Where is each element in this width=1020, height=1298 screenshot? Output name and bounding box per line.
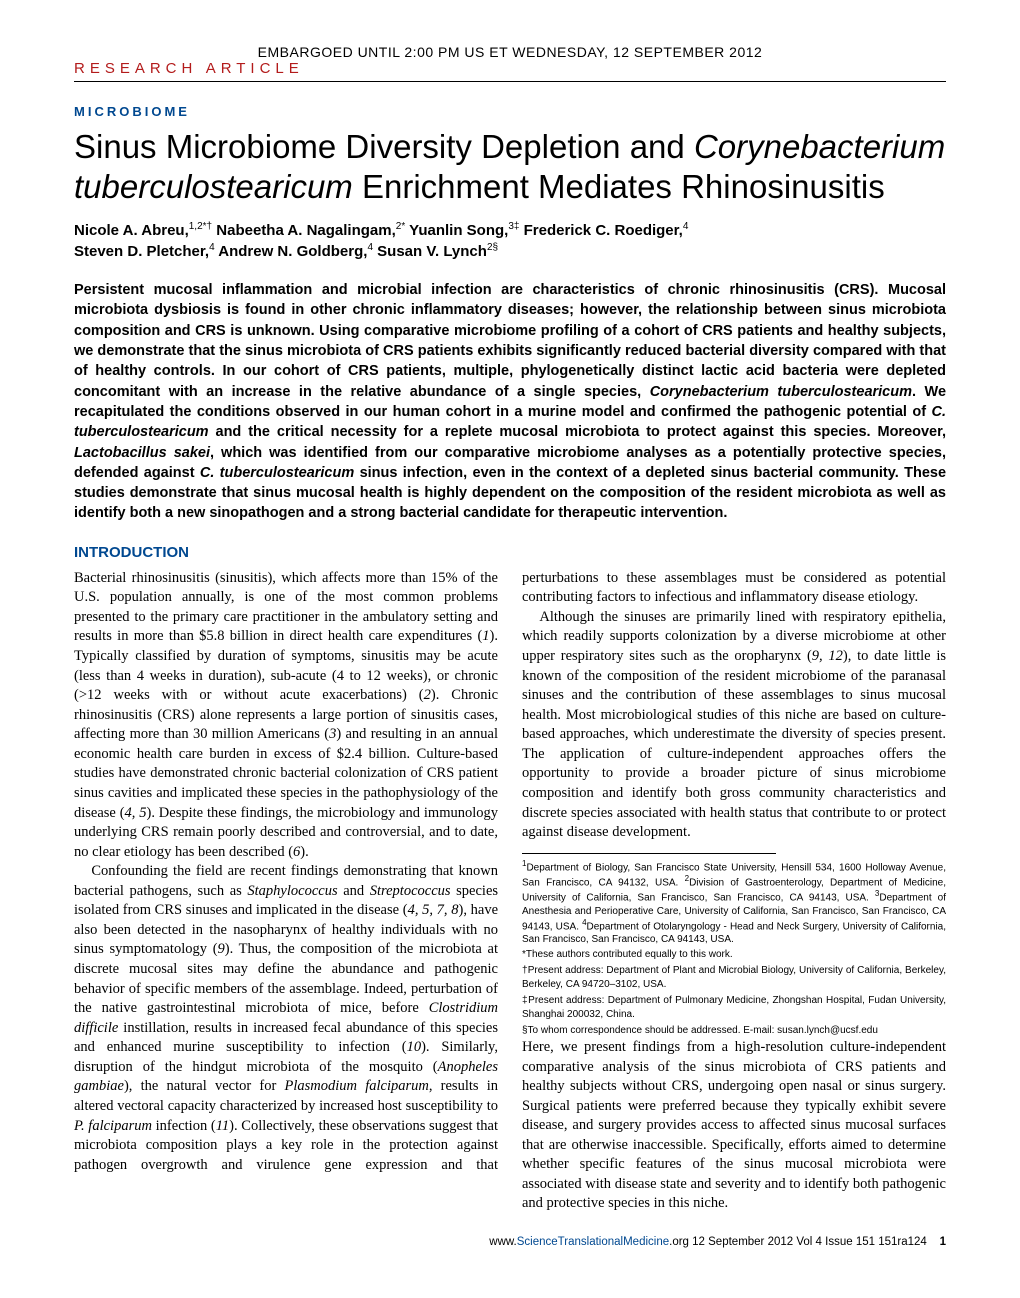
body-text: ), to date little is known of the compos…	[522, 648, 946, 840]
body-text: ).	[300, 844, 308, 860]
species: Streptococcus	[370, 883, 451, 899]
author-6: Andrew N. Goldberg,	[218, 243, 367, 260]
body-para-4: Here, we present findings from a high-re…	[522, 1038, 946, 1214]
body-para-3: Although the sinuses are primarily lined…	[522, 608, 946, 843]
abstract-text: and the critical necessity for a replete…	[209, 424, 946, 440]
affil-text: Department of Otolaryngology - Head and …	[522, 921, 946, 945]
footer-url-post: .org	[669, 1236, 689, 1248]
ref: 2	[424, 687, 431, 703]
affil-divider	[522, 853, 776, 854]
species: Staphylococcus	[247, 883, 337, 899]
body-text: infection (	[152, 1118, 216, 1134]
article-type: RESEARCH ARTICLE	[74, 60, 946, 77]
ref: 4, 5, 7, 8	[408, 902, 459, 918]
footer-url-pre: www.	[489, 1236, 516, 1248]
author-4: Frederick C. Roediger,	[524, 222, 683, 239]
embargo-notice: EMBARGOED UNTIL 2:00 PM US ET WEDNESDAY,…	[74, 44, 946, 60]
abstract: Persistent mucosal inflammation and micr…	[74, 280, 946, 524]
title-part-1: Sinus Microbiome Diversity Depletion and	[74, 128, 694, 165]
species: P. falciparum	[74, 1118, 152, 1134]
author-7: Susan V. Lynch	[377, 243, 487, 260]
abstract-species-3: Lactobacillus sakei	[74, 445, 210, 461]
body-columns: Bacterial rhinosinusitis (sinusitis), wh…	[74, 569, 946, 1214]
header-underline	[74, 81, 946, 82]
author-4-affil: 4	[683, 221, 689, 232]
correspondence-note: §To whom correspondence should be addres…	[522, 1024, 946, 1038]
present-address-note-2: ‡Present address: Department of Pulmonar…	[522, 994, 946, 1022]
body-text: ), the natural vector for	[124, 1078, 285, 1094]
ref: 9	[218, 941, 225, 957]
author-1-affil: 1,2*†	[189, 221, 212, 232]
author-3-affil: 3‡	[508, 221, 519, 232]
author-5: Steven D. Pletcher,	[74, 243, 209, 260]
body-text: and	[338, 883, 370, 899]
header-bar: EMBARGOED UNTIL 2:00 PM US ET WEDNESDAY,…	[74, 44, 946, 82]
article-title: Sinus Microbiome Diversity Depletion and…	[74, 127, 946, 206]
section-label: MICROBIOME	[74, 104, 946, 119]
ref: 4, 5	[125, 805, 147, 821]
footer-date: 12 September 2012 Vol 4 Issue 151 151ra1…	[689, 1236, 927, 1248]
present-address-note-1: †Present address: Department of Plant an…	[522, 964, 946, 992]
abstract-species-4: C. tuberculostearicum	[200, 465, 354, 481]
page-footer: www.ScienceTranslationalMedicine.org 12 …	[74, 1236, 946, 1248]
page-number: 1	[940, 1236, 946, 1248]
author-3: Yuanlin Song,	[409, 222, 508, 239]
author-6-affil: 4	[367, 242, 373, 253]
author-1: Nicole A. Abreu,	[74, 222, 189, 239]
footer-url-mid: ScienceTranslationalMedicine	[517, 1236, 669, 1248]
equal-contrib-note: *These authors contributed equally to th…	[522, 948, 946, 962]
title-part-3: Enrichment Mediates Rhinosinusitis	[353, 168, 885, 205]
species: Plasmodium falciparum	[285, 1078, 429, 1094]
author-2-affil: 2*	[396, 221, 405, 232]
affiliations: 1Department of Biology, San Francisco St…	[522, 859, 946, 946]
abstract-species-1: Corynebacterium tuberculostearicum	[650, 384, 912, 400]
ref: 11	[216, 1118, 229, 1134]
ref: 1	[482, 628, 489, 644]
author-2: Nabeetha A. Nagalingam,	[216, 222, 396, 239]
author-5-affil: 4	[209, 242, 215, 253]
intro-heading: INTRODUCTION	[74, 544, 946, 561]
ref: 9, 12	[812, 648, 843, 664]
authors: Nicole A. Abreu,1,2*† Nabeetha A. Nagali…	[74, 220, 946, 262]
author-7-affil: 2§	[487, 242, 498, 253]
body-text: Bacterial rhinosinusitis (sinusitis), wh…	[74, 570, 498, 645]
body-para-1: Bacterial rhinosinusitis (sinusitis), wh…	[74, 569, 498, 862]
abstract-text: Persistent mucosal inflammation and micr…	[74, 282, 946, 399]
ref: 10	[407, 1039, 422, 1055]
